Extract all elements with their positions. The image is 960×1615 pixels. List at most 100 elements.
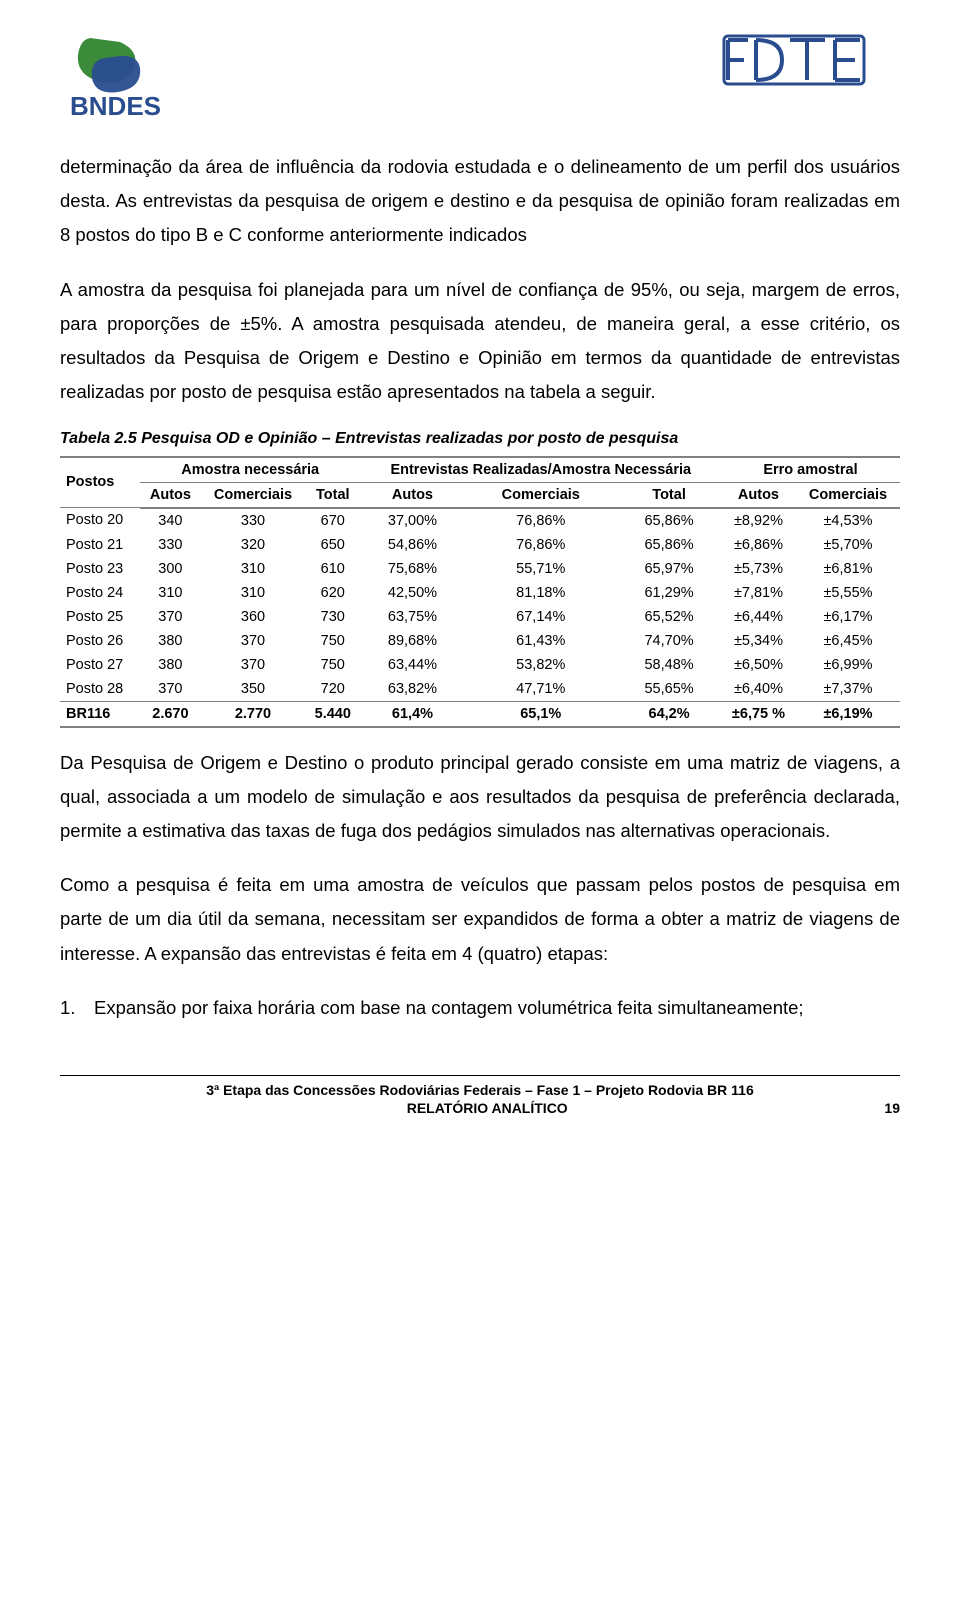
table-cell: 5.440 (305, 701, 361, 727)
table-cell: Posto 25 (60, 605, 140, 629)
table-cell: 61,43% (464, 629, 617, 653)
fdte-logo (720, 30, 900, 90)
table-cell: Posto 21 (60, 533, 140, 557)
table-cell: 63,82% (361, 677, 465, 702)
table-cell: Posto 28 (60, 677, 140, 702)
table-cell: 65,86% (617, 508, 721, 533)
colgroup-entrevistas: Entrevistas Realizadas/Amostra Necessári… (361, 457, 721, 483)
table-cell: Posto 23 (60, 557, 140, 581)
table-cell: 75,68% (361, 557, 465, 581)
subcol: Autos (361, 482, 465, 508)
table-cell: 2.770 (201, 701, 305, 727)
table-cell: ±4,53% (796, 508, 900, 533)
table-row: Posto 2133032065054,86%76,86%65,86%±6,86… (60, 533, 900, 557)
table-cell: 37,00% (361, 508, 465, 533)
table-cell: 65,1% (464, 701, 617, 727)
subcol: Comerciais (796, 482, 900, 508)
table-cell: 360 (201, 605, 305, 629)
table-caption: Tabela 2.5 Pesquisa OD e Opinião – Entre… (60, 430, 900, 448)
table-row: Posto 2638037075089,68%61,43%74,70%±5,34… (60, 629, 900, 653)
table-cell: Posto 27 (60, 653, 140, 677)
table-cell: ±6,86% (721, 533, 796, 557)
table-cell: 350 (201, 677, 305, 702)
table-cell: 730 (305, 605, 361, 629)
table-row: Posto 2738037075063,44%53,82%58,48%±6,50… (60, 653, 900, 677)
col-postos: Postos (60, 457, 140, 508)
table-cell: ±6,50% (721, 653, 796, 677)
table-cell: 650 (305, 533, 361, 557)
footer-line1: 3ª Etapa das Concessões Rodoviárias Fede… (60, 1082, 900, 1098)
table-cell: 610 (305, 557, 361, 581)
table-cell: 55,65% (617, 677, 721, 702)
table-cell: 55,71% (464, 557, 617, 581)
table-cell: 620 (305, 581, 361, 605)
table-cell: 64,2% (617, 701, 721, 727)
table-cell: ±7,37% (796, 677, 900, 702)
table-cell: 300 (140, 557, 201, 581)
subcol: Autos (140, 482, 201, 508)
table-cell: 65,52% (617, 605, 721, 629)
table-cell: 63,75% (361, 605, 465, 629)
paragraph-4: Como a pesquisa é feita em uma amostra d… (60, 868, 900, 971)
subcol: Autos (721, 482, 796, 508)
table-cell: ±6,19% (796, 701, 900, 727)
table-cell: 47,71% (464, 677, 617, 702)
table-row: Posto 2537036073063,75%67,14%65,52%±6,44… (60, 605, 900, 629)
table-cell: ±6,81% (796, 557, 900, 581)
table-row: Posto 2837035072063,82%47,71%55,65%±6,40… (60, 677, 900, 702)
table-cell: ±5,73% (721, 557, 796, 581)
table-row: Posto 2431031062042,50%81,18%61,29%±7,81… (60, 581, 900, 605)
table-cell: 2.670 (140, 701, 201, 727)
list-number: 1. (60, 991, 88, 1025)
table-cell: 310 (201, 557, 305, 581)
paragraph-1: determinação da área de influência da ro… (60, 150, 900, 253)
table-cell: ±5,34% (721, 629, 796, 653)
bndes-text: BNDES (70, 91, 161, 120)
table-cell: Posto 26 (60, 629, 140, 653)
table-row: Posto 2330031061075,68%55,71%65,97%±5,73… (60, 557, 900, 581)
table-cell: 330 (201, 508, 305, 533)
table-cell: ±6,45% (796, 629, 900, 653)
table-cell: 310 (201, 581, 305, 605)
table-row: Posto 2034033067037,00%76,86%65,86%±8,92… (60, 508, 900, 533)
table-cell: 42,50% (361, 581, 465, 605)
table-cell: 67,14% (464, 605, 617, 629)
table-cell: 370 (140, 605, 201, 629)
table-cell: 65,97% (617, 557, 721, 581)
table-cell: 380 (140, 629, 201, 653)
colgroup-amostra: Amostra necessária (140, 457, 361, 483)
table-cell: 340 (140, 508, 201, 533)
table-cell: 370 (140, 677, 201, 702)
table-cell: ±8,92% (721, 508, 796, 533)
table-cell: 720 (305, 677, 361, 702)
paragraph-3: Da Pesquisa de Origem e Destino o produt… (60, 746, 900, 849)
table-cell: 750 (305, 653, 361, 677)
table-cell: 63,44% (361, 653, 465, 677)
subcol: Comerciais (201, 482, 305, 508)
data-table: Postos Amostra necessária Entrevistas Re… (60, 456, 900, 728)
list-item-1: 1. Expansão por faixa horária com base n… (60, 991, 900, 1025)
table-row: BR1162.6702.7705.44061,4%65,1%64,2%±6,75… (60, 701, 900, 727)
bndes-logo: BNDES (60, 30, 200, 120)
table-cell: Posto 24 (60, 581, 140, 605)
paragraph-2: A amostra da pesquisa foi planejada para… (60, 273, 900, 410)
table-cell: 58,48% (617, 653, 721, 677)
table-cell: ±6,17% (796, 605, 900, 629)
table-cell: ±7,81% (721, 581, 796, 605)
table-cell: 54,86% (361, 533, 465, 557)
table-cell: 53,82% (464, 653, 617, 677)
table-cell: 76,86% (464, 533, 617, 557)
subcol: Total (305, 482, 361, 508)
table-cell: 330 (140, 533, 201, 557)
table-cell: 380 (140, 653, 201, 677)
table-cell: 61,4% (361, 701, 465, 727)
colgroup-erro: Erro amostral (721, 457, 900, 483)
table-body: Posto 2034033067037,00%76,86%65,86%±8,92… (60, 508, 900, 727)
table-cell: 89,68% (361, 629, 465, 653)
table-cell: 670 (305, 508, 361, 533)
table-cell: ±6,75 % (721, 701, 796, 727)
table-cell: 65,86% (617, 533, 721, 557)
table-cell: 61,29% (617, 581, 721, 605)
table-cell: 81,18% (464, 581, 617, 605)
table-cell: ±6,99% (796, 653, 900, 677)
